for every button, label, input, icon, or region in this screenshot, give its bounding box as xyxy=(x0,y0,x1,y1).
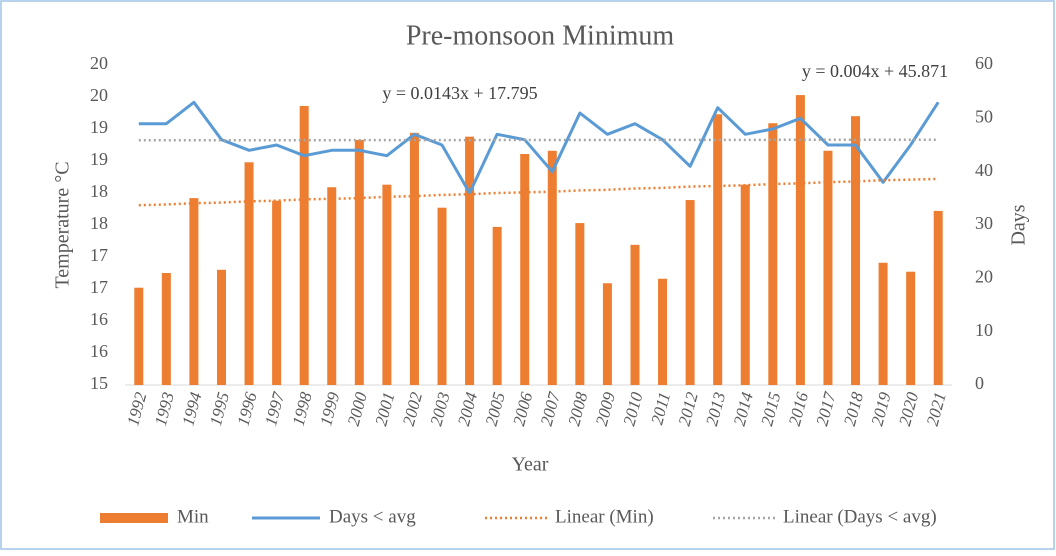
legend-label: Days < avg xyxy=(329,506,416,527)
y2-tick-label: 60 xyxy=(975,53,993,73)
y2-tick-label: 30 xyxy=(975,213,993,233)
y2-tick-label: 40 xyxy=(975,160,993,180)
y-tick-label: 20 xyxy=(90,53,108,73)
bar xyxy=(713,114,723,385)
y2-tick-label: 50 xyxy=(975,106,993,126)
bar xyxy=(382,184,392,385)
y-tick-label: 20 xyxy=(90,85,108,105)
bar xyxy=(299,105,309,386)
bar xyxy=(602,283,612,385)
legend-label: Min xyxy=(177,506,209,527)
trend-equation: y = 0.004x + 45.871 xyxy=(802,61,948,81)
bar xyxy=(465,136,475,385)
trendline xyxy=(138,138,939,142)
bar xyxy=(658,278,668,385)
y-tick-label: 16 xyxy=(90,309,108,329)
bar xyxy=(244,162,254,385)
bar xyxy=(575,223,585,385)
y-tick-label: 19 xyxy=(90,149,108,169)
x-axis-title: Year xyxy=(512,454,549,476)
y-tick-label: 15 xyxy=(90,373,108,393)
bar xyxy=(492,226,502,385)
bar xyxy=(768,123,778,386)
y2-tick-label: 20 xyxy=(975,266,993,286)
y-tick-label: 17 xyxy=(90,277,108,297)
bar xyxy=(630,244,640,385)
bar xyxy=(354,139,364,385)
bar xyxy=(685,200,695,385)
bar xyxy=(851,116,861,385)
y-tick-label: 16 xyxy=(90,341,108,361)
chart-title: Pre-monsoon Minimum xyxy=(406,20,675,51)
y-axis-title: Temperature °C xyxy=(52,161,74,288)
bar xyxy=(520,153,530,385)
bar xyxy=(189,198,199,385)
legend-label: Linear (Days < avg) xyxy=(783,506,937,527)
y-tick-label: 18 xyxy=(90,181,108,201)
line xyxy=(138,100,940,195)
bar xyxy=(906,271,916,385)
y-tick-label: 17 xyxy=(90,245,108,265)
y2-tick-label: 10 xyxy=(975,320,993,340)
bar xyxy=(161,273,171,385)
trend-equation: y = 0.0143x + 17.795 xyxy=(382,83,537,103)
bar xyxy=(409,132,419,385)
bar xyxy=(547,150,557,385)
y-tick-label: 19 xyxy=(90,117,108,137)
bar xyxy=(878,262,888,385)
trendline xyxy=(138,177,939,207)
bar xyxy=(740,184,750,385)
y2-axis-title: Days xyxy=(1008,204,1030,245)
y-tick-label: 18 xyxy=(90,213,108,233)
bar xyxy=(933,210,943,385)
bar xyxy=(795,95,805,385)
bar xyxy=(216,269,226,385)
bar xyxy=(134,287,144,385)
legend-label: Linear (Min) xyxy=(555,506,654,527)
legend-swatch xyxy=(100,513,168,523)
bar xyxy=(437,207,447,385)
y2-tick-label: 0 xyxy=(975,373,984,393)
bar xyxy=(327,187,337,385)
bar xyxy=(272,200,282,385)
bar xyxy=(823,150,833,385)
